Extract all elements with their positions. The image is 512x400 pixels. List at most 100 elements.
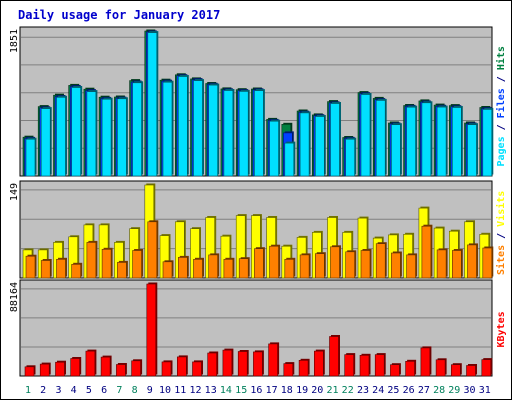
series-sites [25,220,494,279]
x-tick-label-29: 29 [448,385,460,396]
chart-title: Daily usage for January 2017 [18,8,220,22]
bar-sites-day-15 [238,258,249,279]
bar-pages-day-4 [71,87,81,177]
bar-kbytes-day-9 [146,283,157,377]
bar-kbytes-day-12 [192,361,202,377]
x-tick-label-15: 15 [235,385,247,396]
bar-pages-day-27 [421,102,432,177]
x-tick-label-1: 1 [25,385,31,396]
x-tick-label-28: 28 [433,385,445,396]
bar-kbytes-day-29 [450,364,461,377]
axis-label-part: / [496,227,507,245]
panel-top-ymax-label: 1851 [9,29,20,53]
x-tick-label-17: 17 [266,385,278,396]
series-kbytes [24,282,493,377]
x-tick-label-30: 30 [463,385,475,396]
bar-sites-day-1 [25,255,36,279]
x-tick-label-25: 25 [387,385,399,396]
bar-sites-day-14 [223,258,234,279]
bar-pages-day-25 [391,124,401,177]
bar-kbytes-day-4 [70,358,80,377]
panel-middle-ymax-label: 149 [9,183,20,201]
panel-middle: 149 Sites / Visits [9,180,507,279]
bar-pages-day-21 [330,103,340,177]
bar-kbytes-day-2 [39,363,50,377]
x-tick-label-8: 8 [132,385,138,396]
bar-sites-day-4 [71,263,81,279]
bar-kbytes-day-6 [100,356,111,377]
x-tick-label-11: 11 [174,385,186,396]
bar-kbytes-day-22 [344,354,355,377]
bar-sites-day-23 [360,250,371,279]
bar-kbytes-day-25 [390,364,400,377]
x-tick-label-12: 12 [189,385,201,396]
bar-sites-day-16 [254,248,264,279]
bar-pages-day-14 [223,90,234,177]
bar-kbytes-day-17 [268,343,278,377]
axis-label-part: Pages [496,136,507,166]
bar-pages-day-9 [147,32,158,177]
bar-sites-day-25 [391,252,401,279]
bar-kbytes-day-15 [237,351,248,377]
bar-sites-day-20 [314,253,325,279]
bar-sites-day-28 [436,249,447,279]
panel-bottom: 88164 KBytes [9,279,507,377]
bar-kbytes-day-28 [435,359,446,377]
chart-panels: 1851 Pages / Files / Hits 149 Sites / Visit… [9,26,507,377]
bar-kbytes-day-20 [313,350,324,377]
x-tick-label-24: 24 [372,385,384,396]
axis-label-part: Files [495,88,507,118]
bar-kbytes-day-18 [283,363,294,377]
bar-kbytes-day-31 [481,359,492,377]
bar-kbytes-day-26 [405,360,415,377]
x-tick-label-5: 5 [86,385,92,396]
x-tick-label-14: 14 [220,385,232,396]
bar-sites-day-6 [101,249,112,279]
bar-kbytes-day-16 [253,351,263,377]
bar-pages-day-13 [208,84,218,177]
bar-sites-day-5 [86,242,97,279]
bar-pages-day-28 [436,106,447,177]
bar-pages-day-10 [162,81,173,177]
x-tick-label-16: 16 [250,385,262,396]
bar-pages-day-29 [451,107,462,177]
panel-top: 1851 Pages / Files / Hits [9,26,507,177]
bar-sites-day-8 [132,250,142,279]
bar-pages-day-24 [375,100,386,177]
bar-kbytes-day-5 [85,350,96,377]
bar-sites-day-31 [482,247,493,279]
bar-sites-day-26 [406,254,416,279]
x-tick-label-4: 4 [71,385,77,396]
bar-kbytes-day-14 [222,349,233,377]
x-tick-label-7: 7 [116,385,122,396]
bar-sites-day-11 [178,257,188,279]
axis-label-part: KBytes [496,311,507,347]
x-tick-label-22: 22 [342,385,354,396]
bar-sites-day-27 [421,225,432,279]
bar-kbytes-day-30 [466,365,476,377]
bar-pages-day-19 [299,112,310,177]
bar-kbytes-day-1 [24,366,35,377]
bar-pages-day-7 [117,98,127,177]
bar-kbytes-day-11 [177,356,187,377]
bar-kbytes-day-19 [298,359,309,377]
bar-sites-day-18 [284,258,295,279]
x-tick-label-13: 13 [205,385,217,396]
bar-sites-day-10 [162,261,173,279]
x-tick-label-10: 10 [159,385,171,396]
bar-kbytes-day-13 [207,352,217,377]
bar-pages-day-8 [132,82,142,177]
x-tick-label-27: 27 [418,385,430,396]
axis-label-part: / [496,70,507,88]
axis-label-part: Hits [495,46,507,70]
bar-pages-day-5 [86,91,97,177]
bar-pages-day-20 [314,116,325,177]
bar-kbytes-day-24 [374,354,385,377]
bar-sites-day-13 [208,254,218,279]
bar-kbytes-day-21 [329,336,339,377]
bar-sites-day-9 [147,221,158,279]
bar-pages-day-1 [25,138,36,177]
x-tick-label-20: 20 [311,385,323,396]
x-tick-label-6: 6 [101,385,107,396]
